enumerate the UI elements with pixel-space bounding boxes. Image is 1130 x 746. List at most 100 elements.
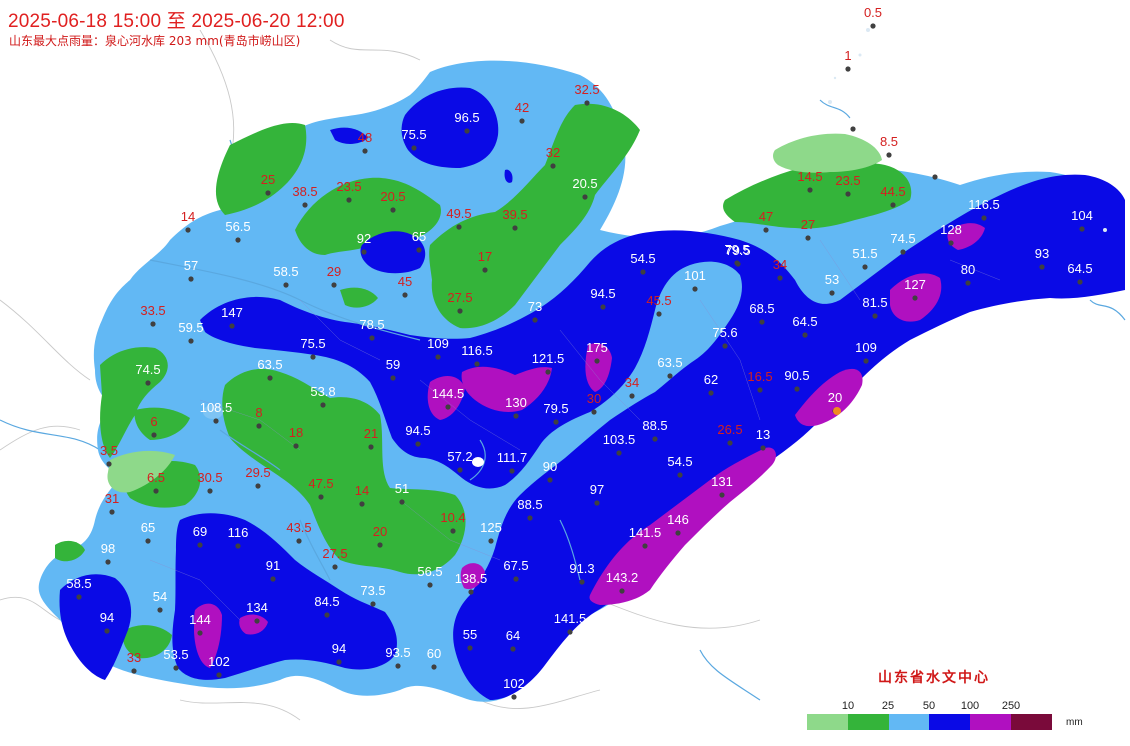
- station-value: 54.5: [630, 251, 655, 266]
- station-marker: [474, 361, 480, 367]
- station-marker: [550, 163, 556, 169]
- station-value: 23.5: [336, 179, 361, 194]
- station-marker: [512, 225, 518, 231]
- station-marker: [464, 128, 470, 134]
- station-value: 27.5: [322, 546, 347, 561]
- islands: [828, 28, 1107, 232]
- station-value: 62: [704, 372, 718, 387]
- station-value: 93.5: [385, 645, 410, 660]
- station-marker: [361, 249, 367, 255]
- station-marker: [216, 672, 222, 678]
- station-value: 53.8: [310, 384, 335, 399]
- station-marker: [510, 646, 516, 652]
- station-marker: [619, 588, 625, 594]
- station-marker: [450, 528, 456, 534]
- station-value: 80: [961, 262, 975, 277]
- station-value: 64: [506, 628, 520, 643]
- station-value: 121.5: [532, 351, 565, 366]
- legend-tick: 250: [1001, 700, 1021, 712]
- station-value: 30: [587, 391, 601, 406]
- station-marker: [656, 311, 662, 317]
- station-marker: [845, 66, 851, 72]
- station-marker: [675, 530, 681, 536]
- station-marker: [390, 207, 396, 213]
- station-marker: [416, 247, 422, 253]
- station-marker: [324, 612, 330, 618]
- station-value: 5: [849, 108, 856, 123]
- station-marker: [545, 369, 551, 375]
- station-marker: [708, 390, 714, 396]
- station-value: 91.3: [569, 561, 594, 576]
- station-marker: [567, 629, 573, 635]
- station-value: 49.5: [446, 206, 471, 221]
- station-marker: [270, 576, 276, 582]
- station-marker: [862, 264, 868, 270]
- station-marker: [527, 515, 533, 521]
- station-marker: [336, 659, 342, 665]
- station-marker: [331, 282, 337, 288]
- station-marker: [600, 304, 606, 310]
- station-value: 34: [773, 257, 787, 272]
- station-value: 94: [332, 641, 346, 656]
- station-marker: [1079, 226, 1085, 232]
- station-marker: [642, 543, 648, 549]
- zone-10-25: [107, 133, 882, 493]
- station-value: 84.5: [314, 594, 339, 609]
- station-marker: [445, 404, 451, 410]
- station-value: 51.5: [852, 246, 877, 261]
- station-value: 143.2: [606, 570, 639, 585]
- station-value: 101: [684, 268, 706, 283]
- station-value: 42: [515, 100, 529, 115]
- station-value: 63.5: [657, 355, 682, 370]
- station-marker: [283, 282, 289, 288]
- station-value: 6: [150, 414, 157, 429]
- station-marker: [829, 290, 835, 296]
- station-value: 130: [505, 395, 527, 410]
- station-marker: [482, 267, 488, 273]
- station-value: 79.5: [543, 401, 568, 416]
- station-value: 13: [756, 427, 770, 442]
- station-value: 116.5: [461, 343, 493, 358]
- lake-icon: [472, 457, 484, 467]
- station-value: 53.5: [163, 647, 188, 662]
- station-value: 98: [101, 541, 115, 556]
- station-value: 30.5: [197, 470, 222, 485]
- station-value: 111.7: [497, 450, 528, 465]
- station-value: 64.5: [792, 314, 817, 329]
- station-value: 94: [100, 610, 114, 625]
- station-marker: [185, 227, 191, 233]
- station-marker: [145, 380, 151, 386]
- station-value: 47.5: [308, 476, 333, 491]
- rainfall-fill: [38, 60, 1126, 702]
- station-marker: [318, 494, 324, 500]
- station-marker: [1077, 279, 1083, 285]
- station-marker: [965, 280, 971, 286]
- station-value: 116.5: [968, 197, 1000, 212]
- station-marker: [368, 444, 374, 450]
- station-value: 23.5: [835, 173, 860, 188]
- legend-swatch-25-50: [847, 714, 889, 730]
- station-marker: [411, 145, 417, 151]
- station-value: 59.5: [178, 320, 203, 335]
- station-marker: [104, 628, 110, 634]
- station-marker: [395, 663, 401, 669]
- station-marker: [722, 343, 728, 349]
- station-marker: [805, 235, 811, 241]
- station-marker: [320, 402, 326, 408]
- station-marker: [777, 275, 783, 281]
- station-value: 58.5: [273, 264, 298, 279]
- station-marker: [362, 148, 368, 154]
- station-marker: [652, 436, 658, 442]
- station-marker: [415, 441, 421, 447]
- station-value: 94.5: [405, 423, 430, 438]
- station-marker: [390, 375, 396, 381]
- station-marker: [727, 440, 733, 446]
- station-value: 69: [193, 524, 207, 539]
- station-value: 17: [478, 249, 492, 264]
- station-marker: [435, 354, 441, 360]
- station-value: 175: [586, 340, 608, 355]
- station-value: 141.5: [554, 611, 587, 626]
- station-marker: [157, 607, 163, 613]
- station-marker: [594, 500, 600, 506]
